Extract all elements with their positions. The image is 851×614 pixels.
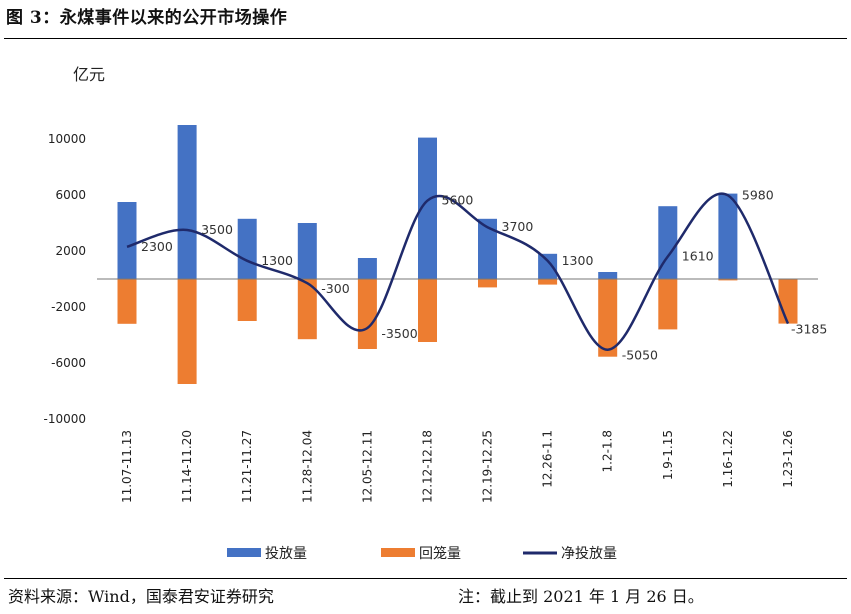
y-tick-label: 2000 bbox=[55, 244, 86, 258]
withdrawal-bar-3 bbox=[297, 279, 317, 340]
net-value-label: -300 bbox=[321, 281, 349, 296]
bars-layer bbox=[117, 125, 798, 384]
figure-title: 图 3：永煤事件以来的公开市场操作 bbox=[6, 8, 288, 28]
net-value-label: 2300 bbox=[141, 239, 173, 254]
net-value-label: 3500 bbox=[201, 222, 233, 237]
injection-bar-8 bbox=[598, 272, 618, 279]
source-note: 资料来源：Wind，国泰君安证券研究 bbox=[8, 587, 274, 606]
withdrawal-bar-9 bbox=[658, 279, 678, 330]
withdrawal-bar-8 bbox=[598, 279, 618, 357]
injection-bar-2 bbox=[237, 218, 257, 279]
net-injection-line bbox=[126, 192, 790, 351]
injection-bar-1 bbox=[177, 125, 197, 279]
y-tick-label: -10000 bbox=[43, 412, 86, 426]
withdrawal-bar-4 bbox=[357, 279, 377, 349]
injection-bar-6 bbox=[478, 218, 497, 279]
y-axis: 10000 6000 2000 -2000 -6000 -10000 bbox=[43, 132, 86, 426]
x-tick-label: 12.12-12.18 bbox=[420, 430, 434, 503]
x-tick-label: 12.19-12.25 bbox=[481, 430, 495, 503]
net-value-label: 1610 bbox=[682, 249, 714, 264]
injection-bar-5 bbox=[418, 137, 437, 279]
withdrawal-bar-1 bbox=[177, 279, 197, 384]
y-tick-label: 6000 bbox=[55, 188, 86, 202]
legend-label: 净投放量 bbox=[561, 546, 617, 562]
x-tick-label: 1.9-1.15 bbox=[661, 430, 675, 480]
injection-bar-0 bbox=[117, 202, 137, 279]
net-value-label: -3500 bbox=[381, 326, 417, 341]
injection-bar-4 bbox=[357, 258, 377, 279]
injection-bar-3 bbox=[297, 223, 317, 279]
net-value-label: -3185 bbox=[791, 322, 827, 337]
chart: 亿元 10000 6000 2000 -2000 -6000 -10000 11.07-1… bbox=[43, 65, 827, 562]
x-tick-label: 12.26-1.1 bbox=[541, 430, 555, 488]
x-tick-label: 1.16-1.22 bbox=[721, 430, 735, 488]
y-unit-label: 亿元 bbox=[73, 65, 105, 84]
x-tick-label: 1.23-1.26 bbox=[781, 430, 795, 488]
injection-bar-10 bbox=[718, 193, 738, 279]
withdrawal-bar-5 bbox=[418, 279, 437, 342]
top-rule bbox=[4, 38, 847, 39]
net-value-label: 1300 bbox=[562, 253, 594, 268]
legend-label: 回笼量 bbox=[419, 545, 461, 562]
x-tick-label: 1.2-1.8 bbox=[601, 430, 615, 473]
x-tick-label: 11.28-12.04 bbox=[300, 430, 314, 503]
withdrawal-bar-2 bbox=[237, 279, 257, 321]
net-value-label: 5600 bbox=[442, 193, 474, 208]
y-tick-label: -6000 bbox=[51, 356, 86, 370]
data-labels: 2300 3500 1300 -300 -3500 5600 3700 1300 -5050 16… bbox=[141, 187, 827, 362]
legend-swatch bbox=[381, 548, 415, 557]
legend-swatch bbox=[227, 548, 261, 557]
net-value-label: 1300 bbox=[261, 253, 293, 268]
withdrawal-bar-10 bbox=[718, 279, 738, 281]
x-axis: 11.07-11.13 11.14-11.20 11.21-11.27 11.28-1… bbox=[120, 430, 795, 503]
injection-bar-9 bbox=[658, 206, 678, 279]
legend: 投放量 回笼量 净投放量 bbox=[227, 545, 617, 562]
bottom-rule bbox=[4, 578, 847, 579]
date-note: 注：截止到 2021 年 1 月 26 日。 bbox=[458, 587, 704, 606]
net-value-label: 5980 bbox=[742, 187, 774, 202]
net-value-label: 3700 bbox=[502, 219, 534, 234]
x-tick-label: 12.05-12.11 bbox=[360, 430, 374, 503]
x-tick-label: 11.14-11.20 bbox=[180, 430, 194, 503]
x-tick-label: 11.21-11.27 bbox=[240, 430, 254, 503]
y-tick-label: -2000 bbox=[51, 300, 86, 314]
y-tick-label: 10000 bbox=[48, 132, 86, 146]
x-tick-label: 11.07-11.13 bbox=[120, 430, 134, 503]
withdrawal-bar-6 bbox=[478, 279, 497, 288]
net-value-label: -5050 bbox=[622, 348, 658, 363]
withdrawal-bar-0 bbox=[117, 279, 137, 324]
withdrawal-bar-11 bbox=[778, 279, 798, 324]
legend-label: 投放量 bbox=[265, 546, 307, 562]
injection-bar-7 bbox=[538, 253, 558, 279]
withdrawal-bar-7 bbox=[538, 279, 558, 285]
